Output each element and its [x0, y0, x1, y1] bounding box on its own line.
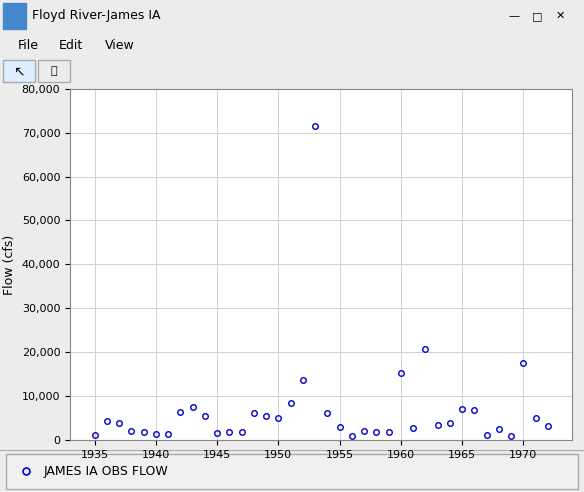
- FancyBboxPatch shape: [3, 60, 35, 82]
- Text: 🔍: 🔍: [50, 66, 57, 76]
- Text: ✕: ✕: [556, 11, 565, 21]
- Text: ↖: ↖: [13, 64, 25, 78]
- Text: Floyd River-James IA: Floyd River-James IA: [32, 9, 161, 23]
- Text: View: View: [105, 39, 135, 52]
- Text: Edit: Edit: [58, 39, 83, 52]
- Y-axis label: Flow (cfs): Flow (cfs): [3, 234, 16, 295]
- Text: □: □: [532, 11, 543, 21]
- Text: JAMES IA OBS FLOW: JAMES IA OBS FLOW: [44, 464, 169, 478]
- Text: File: File: [18, 39, 39, 52]
- Bar: [3, 3, 26, 29]
- Bar: [6, 454, 578, 489]
- FancyBboxPatch shape: [38, 60, 70, 82]
- Text: —: —: [508, 11, 520, 21]
